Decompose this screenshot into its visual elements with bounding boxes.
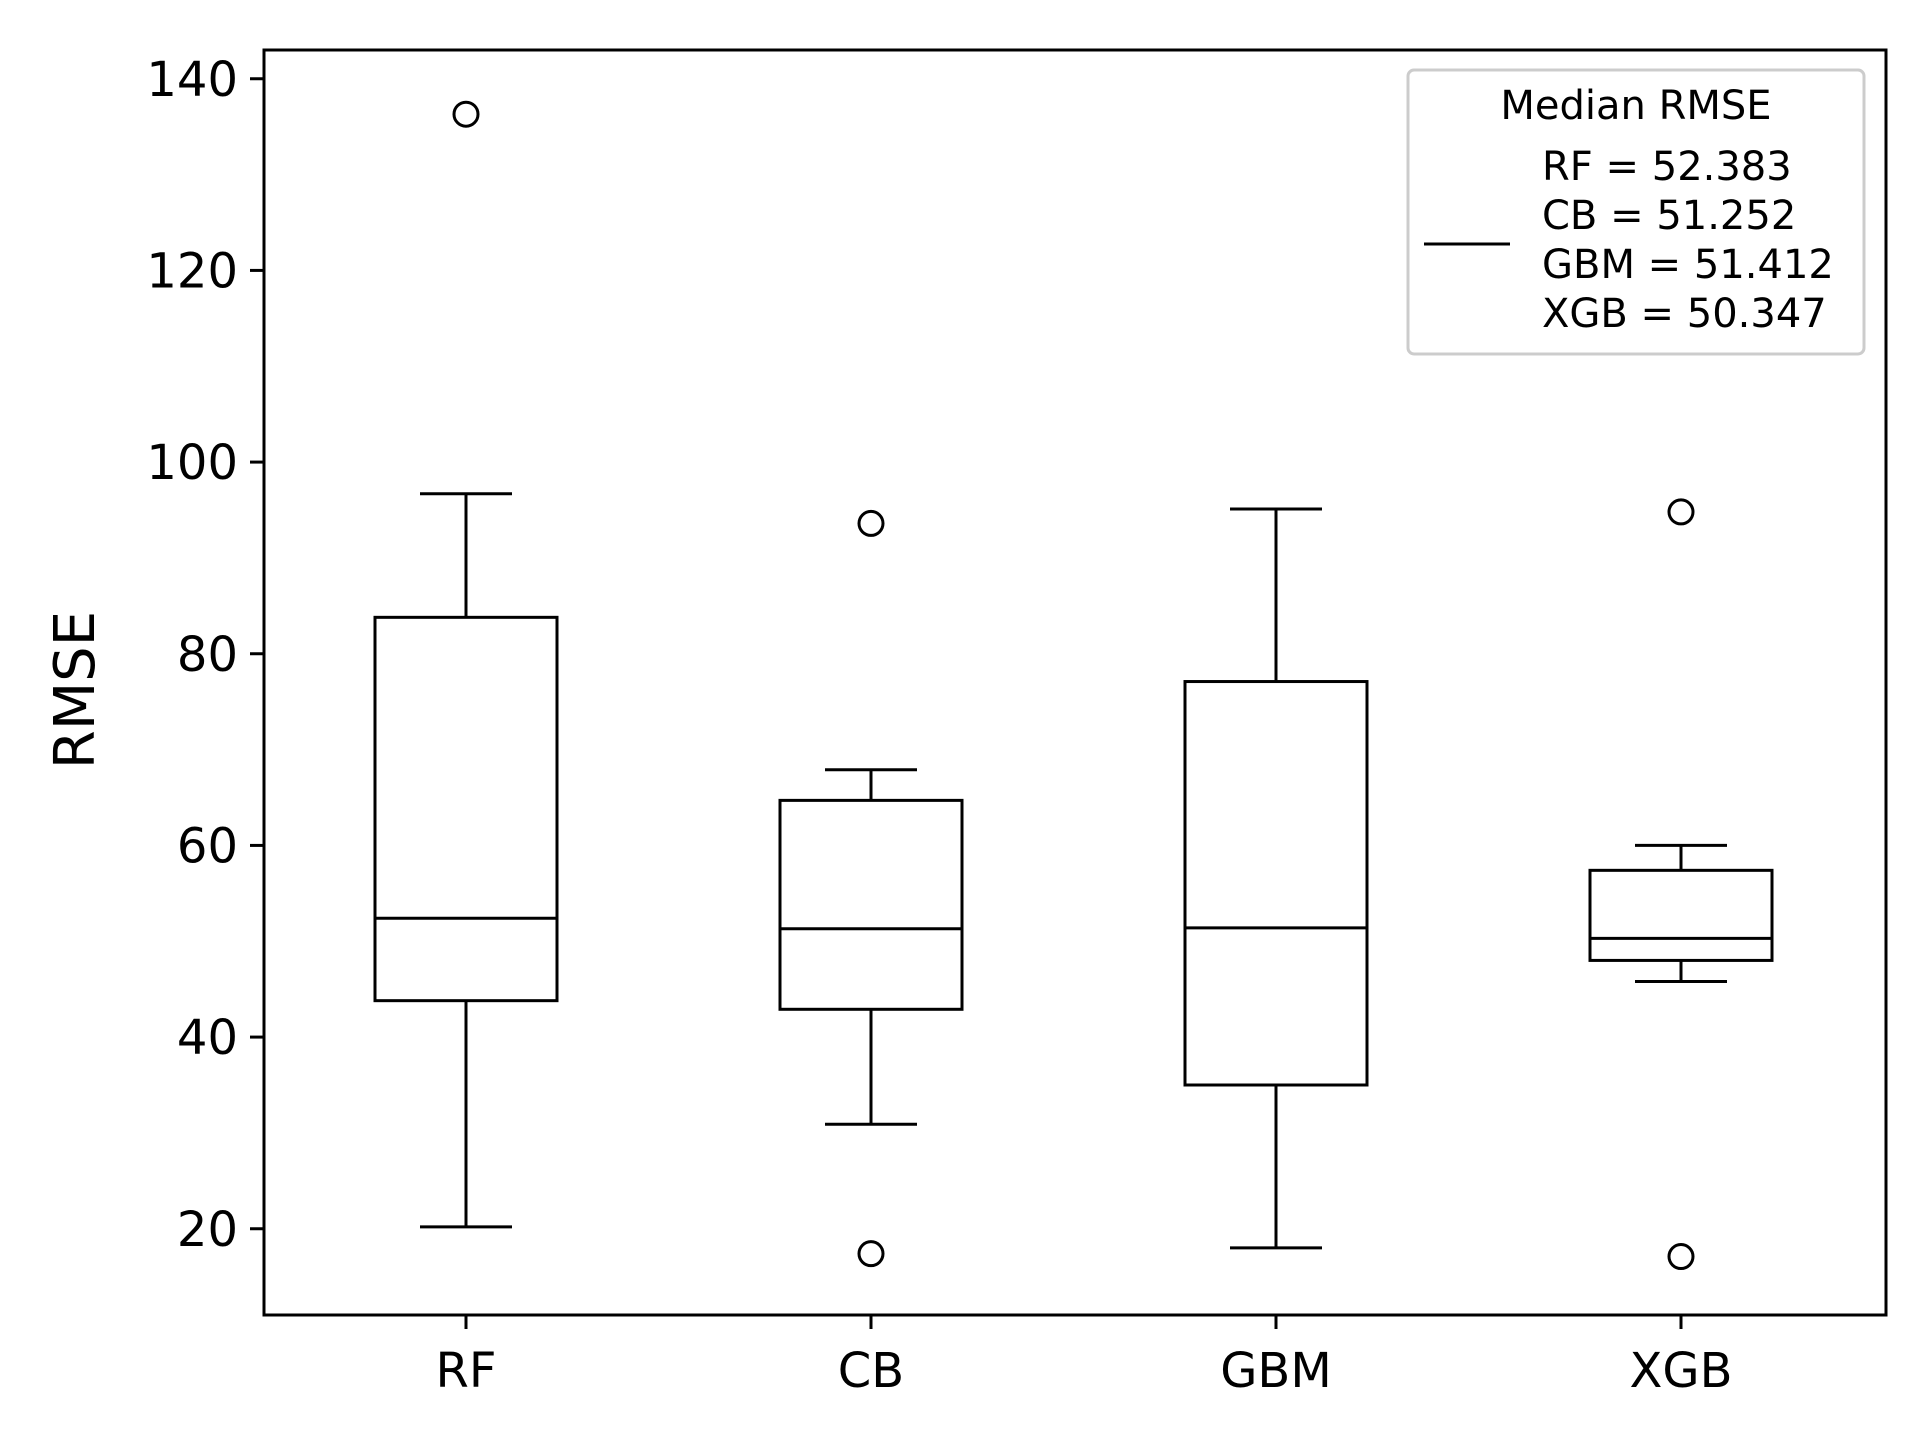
legend-entry: XGB = 50.347 xyxy=(1542,291,1827,337)
outlier-point xyxy=(1667,498,1695,526)
legend-entry: CB = 51.252 xyxy=(1542,193,1796,239)
legend-frame xyxy=(1406,68,1866,356)
x-tick-label: GBM xyxy=(1220,1343,1332,1399)
y-tick-label: 60 xyxy=(177,818,238,874)
y-tick-label: 80 xyxy=(177,627,238,683)
y-tick-label: 100 xyxy=(146,435,238,491)
outlier-point xyxy=(857,509,885,537)
box-xgb xyxy=(1588,498,1774,1271)
y-tick-label: 20 xyxy=(177,1202,238,1258)
y-axis: 20 40 60 80 100 120 140 xyxy=(146,52,264,1258)
box-cb xyxy=(778,509,964,1268)
outlier-point xyxy=(857,1240,885,1268)
y-tick-label: 120 xyxy=(146,243,238,299)
x-axis: RF CB GBM XGB xyxy=(436,1315,1733,1399)
box-gbm xyxy=(1183,507,1369,1250)
x-tick-label: CB xyxy=(838,1343,904,1399)
outlier-point xyxy=(452,100,480,128)
y-axis-title: RMSE xyxy=(43,611,108,769)
boxes xyxy=(373,100,1774,1271)
y-tick-label: 140 xyxy=(146,52,238,108)
legend-title: Median RMSE xyxy=(1500,83,1771,129)
outlier-point xyxy=(1667,1243,1695,1271)
legend-entry: GBM = 51.412 xyxy=(1542,242,1834,288)
legend: Median RMSE RF = 52.383 CB = 51.252 GBM … xyxy=(1406,68,1866,356)
x-tick-label: XGB xyxy=(1629,1343,1732,1399)
x-tick-label: RF xyxy=(436,1343,497,1399)
legend-entry: RF = 52.383 xyxy=(1542,144,1792,190)
box-rf xyxy=(373,100,559,1229)
y-tick-label: 40 xyxy=(177,1010,238,1066)
